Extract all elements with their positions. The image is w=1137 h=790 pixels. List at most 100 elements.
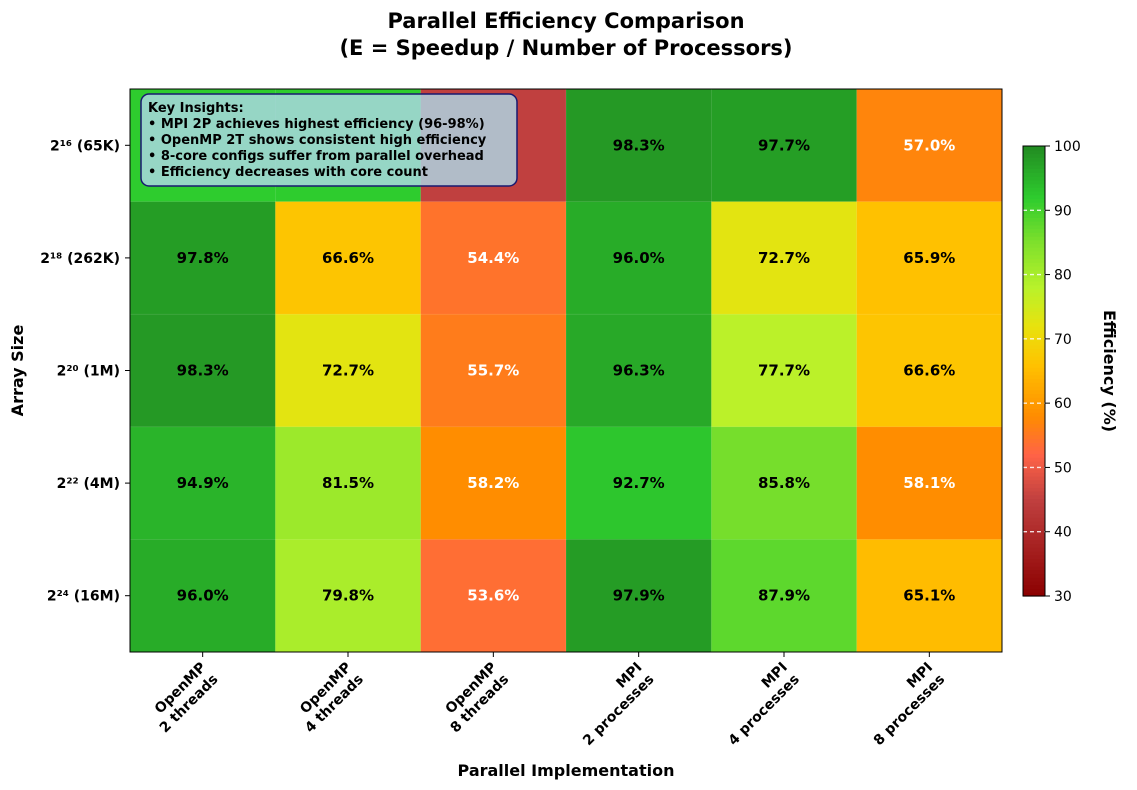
colorbar-segment xyxy=(1023,416,1045,421)
colorbar-segment xyxy=(1023,498,1045,503)
colorbar-frame xyxy=(1022,145,1046,597)
colorbar-segment xyxy=(1023,517,1045,522)
colorbar-segment xyxy=(1023,386,1045,391)
heatmap-cell xyxy=(565,88,713,203)
chart-title: Parallel Efficiency Comparison (E = Spee… xyxy=(339,9,792,60)
cell-value-label: 55.7% xyxy=(467,362,519,380)
heatmap-cell xyxy=(275,313,422,428)
colorbar-segment xyxy=(1023,566,1045,571)
colorbar-segment xyxy=(1023,363,1045,368)
heatmap-cell xyxy=(856,88,1003,203)
colorbar-segment xyxy=(1023,494,1045,500)
colorbar-segment xyxy=(1023,292,1045,297)
colorbar-segment xyxy=(1023,333,1045,338)
cell-value-label: 96.0% xyxy=(177,587,229,605)
colorbar-tick-label: 50 xyxy=(1054,460,1072,476)
heatmap-cell xyxy=(420,539,567,653)
colorbar-segment xyxy=(1023,161,1045,166)
cell-value-label: 81.5% xyxy=(322,474,374,492)
colorbar-segment xyxy=(1023,449,1045,455)
colorbar-segment xyxy=(1023,299,1045,305)
colorbar-segment xyxy=(1023,446,1045,451)
colorbar-segment xyxy=(1023,419,1045,425)
colorbar-segment xyxy=(1023,367,1045,372)
colorbar-segment xyxy=(1023,251,1045,256)
colorbar-tick-label: 100 xyxy=(1054,139,1081,155)
colorbar-segment xyxy=(1023,584,1045,590)
cell-value-label: 96.3% xyxy=(613,362,665,380)
colorbar-segment xyxy=(1023,581,1045,586)
colorbar-segment xyxy=(1023,457,1045,462)
colorbar-segment xyxy=(1023,524,1045,530)
cell-value-label: 85.8% xyxy=(758,474,810,492)
cell-value-label: 72.7% xyxy=(322,362,374,380)
colorbar-segment xyxy=(1023,149,1045,155)
colorbar-segment xyxy=(1023,536,1045,541)
heatmap-cell xyxy=(565,539,713,653)
colorbar-segment xyxy=(1023,352,1045,357)
colorbar-segment xyxy=(1023,217,1045,222)
colorbar-segment xyxy=(1023,164,1045,170)
heatmap-cell xyxy=(565,201,713,316)
colorbar-segment xyxy=(1023,551,1045,556)
colorbar-segment xyxy=(1023,194,1045,200)
x-axis-ticks: OpenMP2 threads OpenMP4 threads OpenMP8 th… xyxy=(152,652,948,749)
colorbar-segment xyxy=(1023,543,1045,548)
colorbar-segment xyxy=(1023,168,1045,173)
cell-value-label: 54.4% xyxy=(467,249,519,267)
cell-value-label: 87.9% xyxy=(758,587,810,605)
y-tick-label: 2¹⁸ (262K) xyxy=(40,251,120,267)
heatmap-cell xyxy=(129,313,277,428)
colorbar-segment xyxy=(1023,592,1045,597)
cell-value-label: 65.9% xyxy=(903,249,955,267)
colorbar-segment xyxy=(1023,509,1045,515)
colorbar-segment xyxy=(1023,442,1045,447)
colorbar-segment xyxy=(1023,397,1045,402)
colorbar-segment xyxy=(1023,389,1045,395)
colorbar-segment xyxy=(1023,322,1045,327)
colorbar-segment xyxy=(1023,588,1045,593)
colorbar-segment xyxy=(1023,281,1045,286)
heatmap-cell xyxy=(711,426,858,541)
colorbar-segment xyxy=(1023,254,1045,260)
y-axis-ticks: 2¹⁶ (65K) 2¹⁸ (262K) 2²⁰ (1M) 2²² (4M) 2²⁴ (… xyxy=(40,138,130,605)
colorbar-segment xyxy=(1023,453,1045,458)
colorbar-tick-label: 30 xyxy=(1054,589,1072,605)
colorbar-segment xyxy=(1023,382,1045,387)
x-axis-label: Parallel Implementation xyxy=(458,761,675,780)
colorbar-segment xyxy=(1023,378,1045,383)
colorbar-segment xyxy=(1023,187,1045,192)
cell-value-label: 65.1% xyxy=(903,587,955,605)
colorbar-segment xyxy=(1023,569,1045,575)
colorbar-segment xyxy=(1023,341,1045,346)
heatmap-cell xyxy=(711,88,858,203)
colorbar-segment xyxy=(1023,348,1045,353)
colorbar-segment xyxy=(1023,239,1045,245)
heatmap-cell xyxy=(420,426,567,541)
colorbar-segment xyxy=(1023,359,1045,365)
colorbar-segment xyxy=(1023,209,1045,215)
colorbar-segment xyxy=(1023,539,1045,545)
colorbar-segment xyxy=(1023,558,1045,563)
cell-value-label: 77.7% xyxy=(758,362,810,380)
colorbar-segment xyxy=(1023,288,1045,293)
insight-box-title: Key Insights: xyxy=(148,101,244,116)
colorbar-segment xyxy=(1023,224,1045,230)
colorbar-segment xyxy=(1023,329,1045,335)
colorbar-segment xyxy=(1023,311,1045,316)
cell-value-label: 57.0% xyxy=(903,136,955,154)
chart-title-line-2: (E = Speedup / Number of Processors) xyxy=(339,36,792,60)
colorbar: 30 40 50 60 70 80 90 100 xyxy=(1022,139,1081,605)
colorbar-segment xyxy=(1023,296,1045,301)
heatmap-cell xyxy=(129,539,277,653)
colorbar-segment xyxy=(1023,393,1045,398)
colorbar-segment xyxy=(1023,206,1045,211)
colorbar-segment xyxy=(1023,262,1045,267)
y-tick-label: 2¹⁶ (65K) xyxy=(50,138,120,154)
heatmap-cell xyxy=(129,201,277,316)
colorbar-segment xyxy=(1023,423,1045,428)
colorbar-segment xyxy=(1023,371,1045,376)
colorbar-segment xyxy=(1023,307,1045,312)
cell-value-label: 79.8% xyxy=(322,587,374,605)
colorbar-segment xyxy=(1023,479,1045,485)
